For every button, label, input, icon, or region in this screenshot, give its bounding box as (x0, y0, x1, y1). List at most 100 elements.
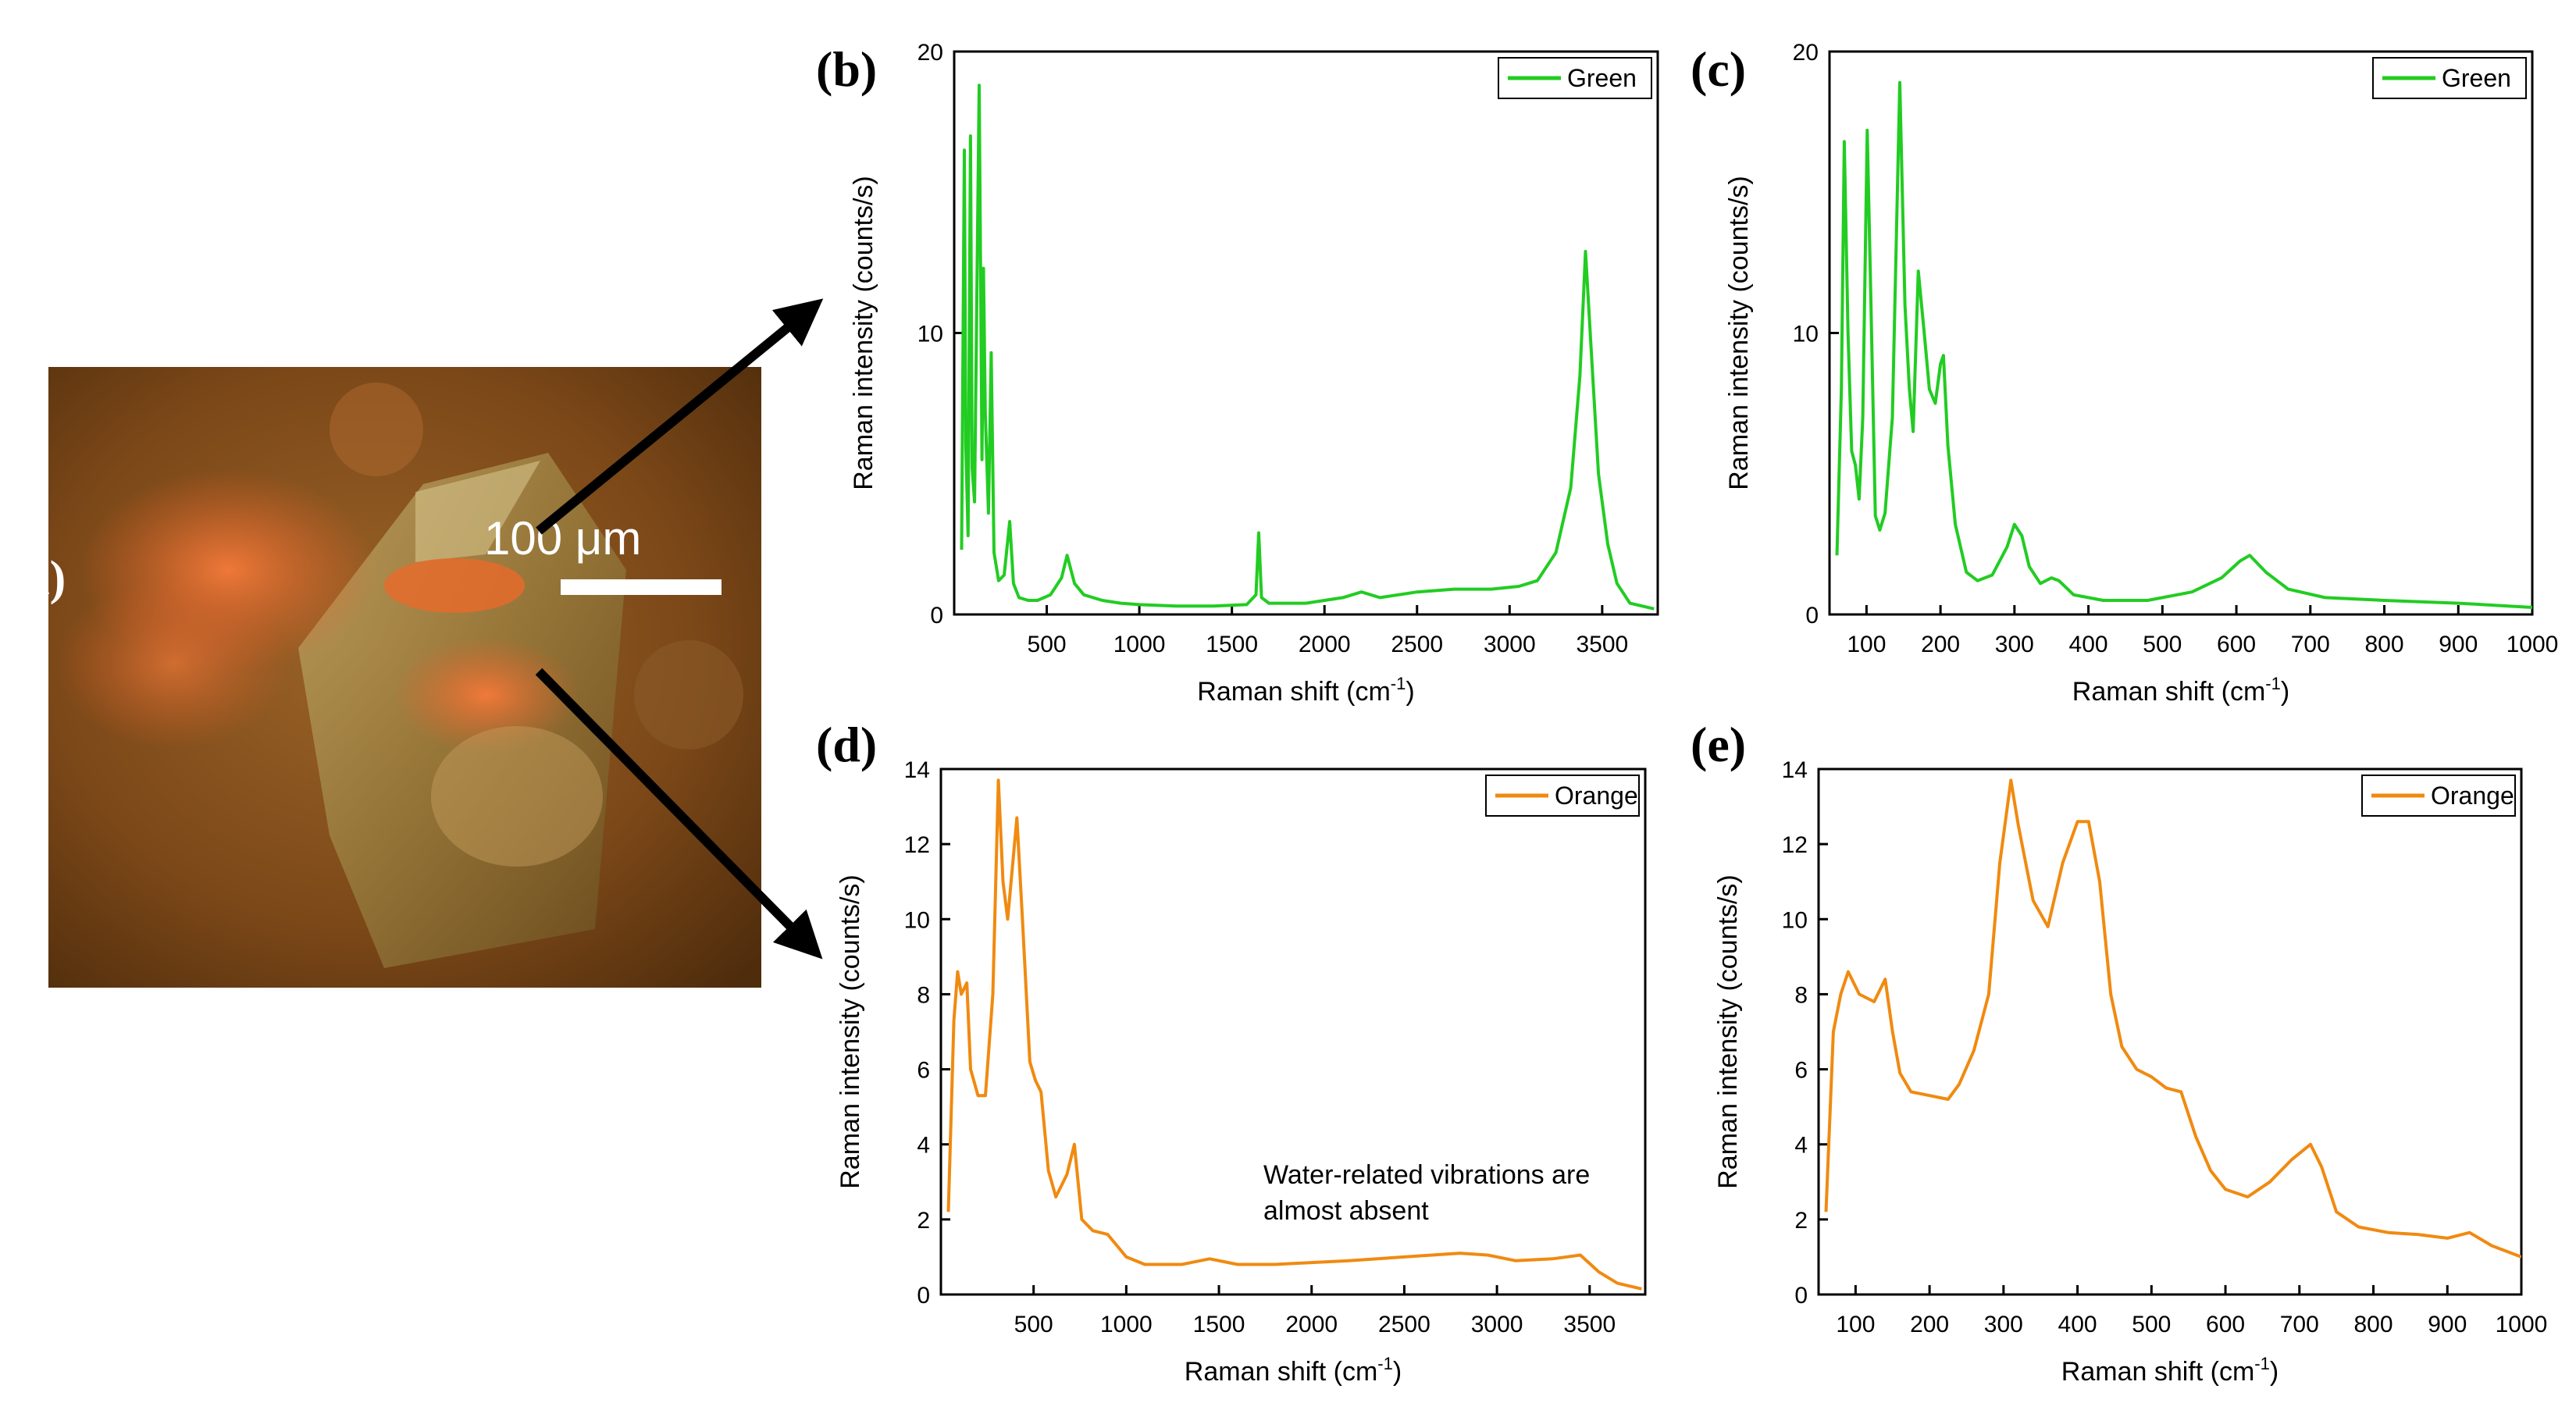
x-tick-label: 1500 (1206, 632, 1258, 657)
plot-frame (939, 767, 1647, 1296)
y-tick-label: 0 (917, 1283, 930, 1309)
panel-label: (b) (816, 41, 877, 97)
x-tick-label: 400 (2058, 1312, 2097, 1337)
x-tick-label: 300 (1984, 1312, 2023, 1337)
plot-frame (953, 50, 1659, 616)
chart-panel-3: (d) 500 1000 1500 2000 2500 3000 3500 0 2 4 6 8 10 12 1… (816, 717, 1647, 1387)
panel-label: (d) (816, 717, 877, 772)
x-axis-label-main: Raman shift (cm (2072, 677, 2266, 707)
x-axis-label-end: ) (1393, 1357, 1402, 1387)
plot-frame (1828, 50, 2534, 616)
x-axis-label: Raman shift (cm-1) (2072, 674, 2289, 707)
x-axis-label-main: Raman shift (cm (1185, 1357, 1378, 1387)
x-tick-label: 2500 (1378, 1312, 1431, 1337)
x-tick-label: 700 (2280, 1312, 2319, 1337)
x-tick-label: 1000 (2496, 1312, 2548, 1337)
y-tick-label: 4 (917, 1133, 930, 1159)
y-tick-label: 4 (1794, 1133, 1808, 1159)
x-tick-label: 100 (1847, 632, 1886, 657)
x-axis-label-end: ) (2270, 1357, 2278, 1387)
legend-label: Green (2442, 64, 2511, 92)
y-tick-label: 12 (1782, 832, 1808, 858)
x-axis-label-main: Raman shift (cm (1197, 677, 1391, 707)
y-tick-label: 10 (1782, 907, 1808, 933)
y-tick-label: 2 (917, 1208, 930, 1234)
y-tick-label: 12 (904, 832, 930, 858)
x-tick-label: 500 (2132, 1312, 2171, 1337)
x-tick-label: 1000 (1113, 632, 1166, 657)
y-tick-label: 0 (1794, 1283, 1808, 1309)
series-line-green (960, 84, 1655, 611)
x-tick-label: 500 (1028, 632, 1067, 657)
x-tick-label: 3000 (1471, 1312, 1523, 1337)
x-tick-label: 1000 (1100, 1312, 1153, 1337)
x-tick-label: 900 (2428, 1312, 2467, 1337)
x-tick-label: 500 (2143, 632, 2182, 657)
y-tick-label: 0 (1805, 603, 1819, 629)
x-tick-label: 800 (2364, 632, 2403, 657)
arrow-to-panel-c (535, 668, 823, 960)
y-tick-label: 8 (917, 982, 930, 1008)
chart-panel-1: (b) 500 1000 1500 2000 2500 3000 3500 0 10 20 Raman… (816, 40, 1659, 707)
legend-box (1498, 57, 1652, 99)
y-tick-label: 20 (1793, 40, 1819, 66)
y-tick-label: 14 (904, 757, 930, 783)
y-tick-label: 10 (1793, 322, 1819, 347)
y-axis-label: Raman intensity (counts/s) (836, 874, 865, 1189)
chart-panel-4: (e) 100 200 300 400 500 600 700 800 900 1000 0 2 4 6 8 1… (1691, 717, 2547, 1387)
x-axis-label-sup: -1 (2254, 1354, 2270, 1373)
x-tick-label: 500 (1014, 1312, 1053, 1337)
y-tick-label: 0 (930, 603, 943, 629)
x-axis-label: Raman shift (cm-1) (1185, 1354, 1402, 1387)
y-axis-label: Raman intensity (counts/s) (849, 176, 878, 490)
x-tick-label: 2500 (1391, 632, 1443, 657)
y-tick-label: 8 (1794, 982, 1808, 1008)
x-axis-label: Raman shift (cm-1) (1197, 674, 1414, 707)
x-tick-label: 800 (2353, 1312, 2393, 1337)
panel-label: (e) (1691, 717, 1746, 772)
y-tick-label: 2 (1794, 1208, 1808, 1234)
annotation-text: almost absent (1263, 1196, 1429, 1226)
y-axis-label: Raman intensity (counts/s) (1713, 874, 1743, 1189)
y-tick-label: 20 (917, 40, 943, 66)
arrow-to-panel-b (536, 298, 824, 535)
x-axis-label-main: Raman shift (cm (2061, 1357, 2255, 1387)
panel-label: (c) (1691, 41, 1746, 97)
x-tick-label: 3500 (1576, 632, 1628, 657)
legend-label: Orange (2431, 782, 2514, 810)
scale-bar (561, 579, 721, 595)
chart-panel-2: (c) 100 200 300 400 500 600 700 800 900 1000 0 10 20 R… (1691, 40, 2558, 707)
x-tick-label: 1000 (2507, 632, 2559, 657)
x-axis-label-end: ) (2281, 677, 2289, 707)
x-axis-label-end: ) (1406, 677, 1414, 707)
y-tick-label: 10 (917, 322, 943, 347)
x-tick-label: 100 (1836, 1312, 1875, 1337)
legend-label: Orange (1555, 782, 1638, 810)
plot-frame (1817, 767, 2523, 1296)
y-tick-label: 6 (917, 1058, 930, 1084)
x-axis-label-sup: -1 (2265, 674, 2281, 693)
x-tick-label: 2000 (1299, 632, 1351, 657)
y-tick-label: 6 (1794, 1058, 1808, 1084)
x-axis-label: Raman shift (cm-1) (2061, 1354, 2278, 1387)
series-line-orange (946, 778, 1642, 1291)
x-tick-label: 700 (2291, 632, 2330, 657)
x-axis-label-sup: -1 (1377, 1354, 1393, 1373)
x-tick-label: 900 (2439, 632, 2478, 657)
annotation-text: Water-related vibrations are (1263, 1160, 1590, 1190)
series-line-green (1835, 80, 2532, 609)
y-tick-label: 14 (1782, 757, 1808, 783)
x-tick-label: 3500 (1563, 1312, 1616, 1337)
x-tick-label: 400 (2069, 632, 2108, 657)
x-tick-label: 2000 (1285, 1312, 1338, 1337)
x-axis-label-sup: -1 (1391, 674, 1406, 693)
x-tick-label: 200 (1921, 632, 1960, 657)
y-tick-label: 10 (904, 907, 930, 933)
x-tick-label: 200 (1910, 1312, 1949, 1337)
x-tick-label: 1500 (1193, 1312, 1245, 1337)
x-tick-label: 600 (2217, 632, 2256, 657)
scale-bar-label: 100 μm (484, 512, 642, 564)
series-line-orange (1824, 778, 2521, 1259)
legend-label: Green (1567, 64, 1637, 92)
